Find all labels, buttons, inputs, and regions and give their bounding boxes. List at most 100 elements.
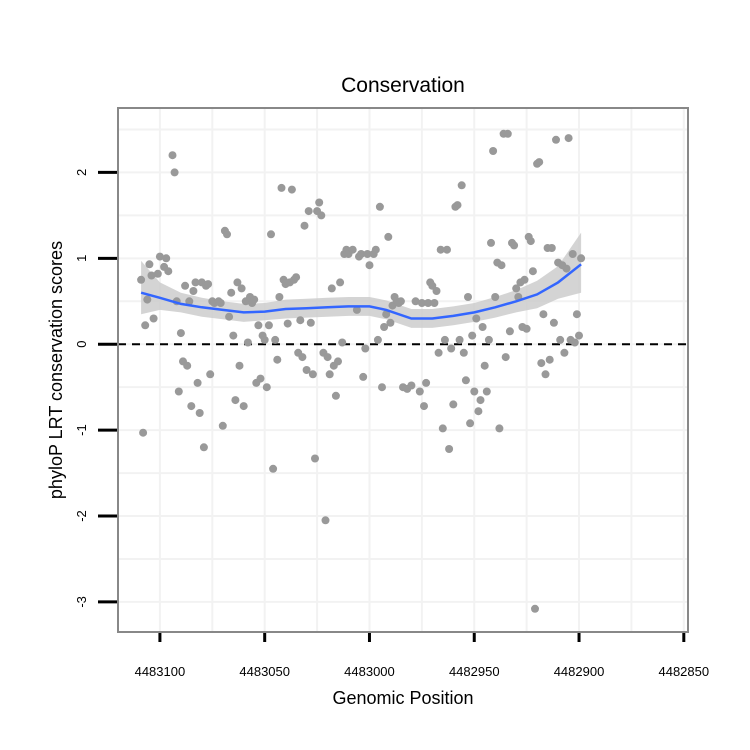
data-point — [464, 293, 472, 301]
data-point — [466, 419, 475, 428]
data-point — [552, 135, 560, 144]
data-point — [153, 269, 162, 278]
data-point — [260, 335, 269, 344]
data-point — [468, 331, 477, 340]
data-point — [577, 254, 586, 263]
data-point — [531, 604, 539, 613]
data-point — [461, 376, 470, 385]
data-point — [304, 207, 313, 216]
data-point — [223, 230, 231, 239]
data-point — [229, 331, 238, 340]
data-point — [375, 202, 384, 211]
data-point — [231, 396, 240, 405]
data-point — [528, 267, 537, 276]
x-axis: 4483100 4483050 4483000 4482950 4482900 44828… — [135, 633, 709, 679]
data-point — [359, 372, 368, 381]
data-point — [218, 421, 227, 430]
smooth-line — [140, 263, 582, 320]
data-point — [145, 260, 154, 269]
data-point — [271, 335, 280, 344]
data-point — [168, 151, 177, 160]
data-point — [141, 321, 150, 330]
x-tick-label: 4482900 — [554, 664, 605, 679]
data-point — [407, 381, 416, 390]
data-point — [267, 230, 275, 239]
data-point — [243, 338, 252, 347]
panel-border — [117, 107, 689, 633]
data-point — [327, 284, 336, 293]
data-point — [292, 273, 301, 282]
data-point — [311, 454, 319, 463]
data-point — [568, 250, 577, 258]
data-point — [143, 295, 152, 304]
data-point — [162, 254, 171, 263]
data-point — [264, 321, 273, 330]
data-point — [273, 355, 282, 364]
data-point — [572, 310, 581, 319]
y-axis: -3 -2 -1 0 1 2 — [74, 169, 117, 608]
data-point — [193, 378, 202, 387]
data-point — [315, 198, 324, 207]
data-point — [357, 250, 366, 258]
data-point — [331, 391, 340, 400]
data-point — [556, 335, 565, 344]
data-point — [199, 443, 208, 452]
data-point — [380, 323, 389, 331]
data-point — [545, 355, 554, 364]
data-point — [365, 261, 374, 270]
chart-title: Conservation — [341, 74, 465, 97]
data-point — [522, 324, 531, 333]
data-point — [378, 383, 386, 392]
data-point — [497, 261, 506, 270]
data-point — [457, 181, 466, 190]
data-point — [459, 348, 468, 357]
y-tick-label: 0 — [74, 341, 89, 348]
data-point — [139, 428, 148, 437]
data-point — [440, 335, 449, 344]
data-point — [417, 299, 426, 307]
data-point — [491, 293, 500, 301]
data-point — [170, 168, 179, 177]
data-point — [137, 275, 146, 284]
data-point — [323, 353, 332, 362]
data-point — [235, 361, 244, 370]
data-point — [363, 250, 372, 258]
data-point — [262, 383, 271, 392]
x-tick-label: 4483100 — [135, 664, 186, 679]
data-point — [275, 293, 284, 301]
data-point — [256, 374, 265, 383]
data-point — [283, 319, 292, 328]
data-point — [562, 264, 571, 273]
data-point — [338, 338, 347, 347]
data-point — [306, 318, 315, 327]
data-point — [495, 424, 504, 433]
data-point — [176, 329, 185, 338]
data-points — [137, 129, 586, 613]
x-tick-label: 4483050 — [239, 664, 290, 679]
data-point — [195, 409, 204, 417]
data-point — [432, 287, 441, 295]
data-point — [384, 232, 393, 241]
data-point — [336, 278, 345, 287]
data-point — [503, 129, 512, 138]
data-point — [420, 402, 428, 411]
y-tick-label: -2 — [74, 510, 89, 522]
data-point — [480, 361, 489, 370]
data-point — [539, 310, 548, 319]
data-point — [396, 297, 405, 306]
x-axis-title: Genomic Position — [332, 688, 473, 708]
data-point — [484, 335, 493, 344]
data-point — [535, 158, 544, 167]
data-point — [321, 516, 330, 525]
data-point — [216, 299, 225, 307]
data-point — [155, 252, 164, 261]
data-point — [296, 316, 305, 325]
data-point — [250, 295, 259, 304]
data-point — [348, 245, 357, 254]
data-point — [183, 361, 192, 370]
data-point — [302, 366, 311, 374]
data-point — [225, 312, 234, 321]
data-point — [287, 185, 296, 194]
data-point — [233, 278, 242, 287]
